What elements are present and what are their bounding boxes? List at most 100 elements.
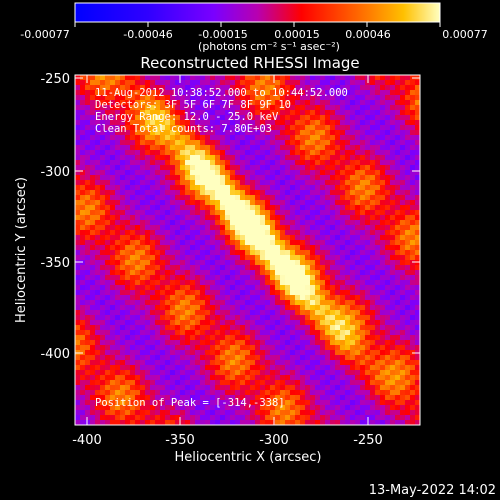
image-pixel xyxy=(130,245,135,250)
image-pixel xyxy=(100,265,105,270)
image-pixel xyxy=(380,180,385,185)
image-pixel xyxy=(130,300,135,305)
image-pixel xyxy=(90,345,95,350)
image-pixel xyxy=(135,160,140,165)
image-pixel xyxy=(375,175,380,180)
image-pixel xyxy=(115,270,120,275)
image-pixel xyxy=(325,185,330,190)
image-pixel xyxy=(205,290,210,295)
image-pixel xyxy=(400,155,405,160)
image-pixel xyxy=(290,100,295,105)
image-pixel xyxy=(115,320,120,325)
image-pixel xyxy=(265,250,270,255)
image-pixel xyxy=(235,335,240,340)
image-pixel xyxy=(210,195,215,200)
image-pixel xyxy=(225,350,230,355)
image-pixel xyxy=(140,325,145,330)
image-pixel xyxy=(105,360,110,365)
image-pixel xyxy=(85,355,90,360)
image-pixel xyxy=(325,370,330,375)
image-pixel xyxy=(225,155,230,160)
image-pixel xyxy=(340,335,345,340)
image-pixel xyxy=(260,220,265,225)
image-pixel xyxy=(75,265,80,270)
image-pixel xyxy=(400,235,405,240)
image-pixel xyxy=(260,190,265,195)
image-pixel xyxy=(230,75,235,80)
image-pixel xyxy=(275,120,280,125)
image-pixel xyxy=(130,255,135,260)
image-pixel xyxy=(310,395,315,400)
image-pixel xyxy=(175,265,180,270)
image-pixel xyxy=(410,110,415,115)
image-pixel xyxy=(230,350,235,355)
image-pixel xyxy=(360,385,365,390)
image-pixel xyxy=(175,370,180,375)
image-pixel xyxy=(250,110,255,115)
image-pixel xyxy=(125,245,130,250)
image-pixel xyxy=(400,175,405,180)
image-pixel xyxy=(260,110,265,115)
image-pixel xyxy=(140,205,145,210)
image-pixel xyxy=(390,190,395,195)
image-pixel xyxy=(175,355,180,360)
image-pixel xyxy=(140,265,145,270)
image-pixel xyxy=(340,110,345,115)
image-pixel xyxy=(125,180,130,185)
image-pixel xyxy=(155,130,160,135)
image-pixel xyxy=(165,140,170,145)
image-pixel xyxy=(355,140,360,145)
image-pixel xyxy=(180,185,185,190)
image-pixel xyxy=(375,85,380,90)
image-pixel xyxy=(195,315,200,320)
image-pixel xyxy=(295,135,300,140)
image-pixel xyxy=(115,360,120,365)
image-pixel xyxy=(355,255,360,260)
image-pixel xyxy=(105,75,110,80)
image-pixel xyxy=(330,380,335,385)
image-pixel xyxy=(150,235,155,240)
image-pixel xyxy=(355,100,360,105)
image-pixel xyxy=(280,140,285,145)
image-pixel xyxy=(250,275,255,280)
image-pixel xyxy=(320,185,325,190)
image-pixel xyxy=(105,350,110,355)
image-pixel xyxy=(255,375,260,380)
image-pixel xyxy=(365,165,370,170)
image-pixel xyxy=(85,290,90,295)
image-pixel xyxy=(260,125,265,130)
image-pixel xyxy=(300,95,305,100)
image-pixel xyxy=(100,350,105,355)
image-pixel xyxy=(395,220,400,225)
image-pixel xyxy=(150,230,155,235)
image-pixel xyxy=(85,185,90,190)
image-pixel xyxy=(345,265,350,270)
image-pixel xyxy=(385,235,390,240)
image-pixel xyxy=(135,260,140,265)
image-pixel xyxy=(145,260,150,265)
image-pixel xyxy=(415,105,420,110)
image-pixel xyxy=(90,340,95,345)
image-pixel xyxy=(285,75,290,80)
image-pixel xyxy=(290,250,295,255)
image-pixel xyxy=(360,220,365,225)
image-pixel xyxy=(120,310,125,315)
image-pixel xyxy=(240,280,245,285)
image-pixel xyxy=(345,250,350,255)
image-pixel xyxy=(220,415,225,420)
image-pixel xyxy=(165,120,170,125)
image-pixel xyxy=(115,345,120,350)
colorbar-tick-label: -0.00046 xyxy=(123,28,172,41)
image-pixel xyxy=(155,110,160,115)
image-pixel xyxy=(410,130,415,135)
image-pixel xyxy=(150,200,155,205)
image-pixel xyxy=(235,305,240,310)
image-pixel xyxy=(175,135,180,140)
image-pixel xyxy=(135,365,140,370)
image-pixel xyxy=(285,310,290,315)
image-pixel xyxy=(270,120,275,125)
image-pixel xyxy=(175,150,180,155)
image-pixel xyxy=(250,385,255,390)
image-pixel xyxy=(265,390,270,395)
image-pixel xyxy=(250,220,255,225)
